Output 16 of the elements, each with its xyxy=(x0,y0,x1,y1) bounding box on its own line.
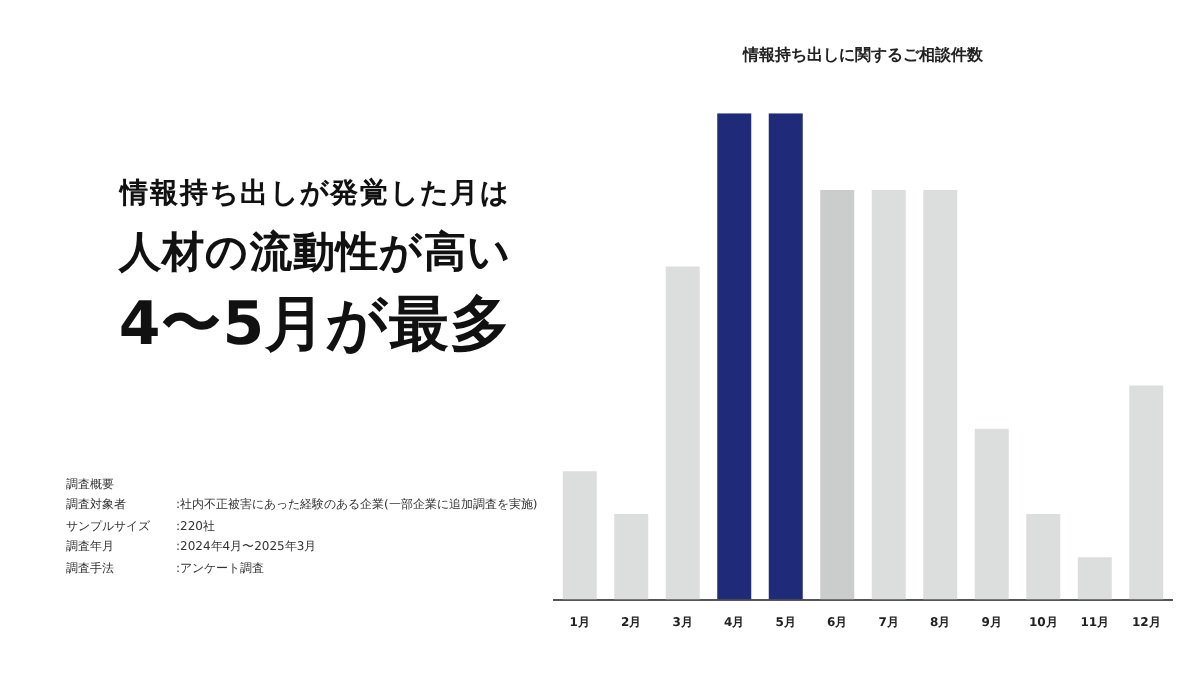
bar xyxy=(1026,513,1061,600)
bar xyxy=(768,113,803,600)
text: 人材の流動性が高い xyxy=(116,226,514,280)
bar xyxy=(974,428,1009,600)
bar xyxy=(665,266,700,600)
bar xyxy=(717,113,752,600)
bar xyxy=(1129,385,1164,600)
bar xyxy=(820,190,855,600)
text: 情報持ち出しが発覚した月は xyxy=(116,176,512,212)
bar xyxy=(1077,557,1112,600)
chart-title: 情報持ち出しに関するご相談件数 xyxy=(741,45,985,64)
bar xyxy=(614,513,649,600)
text: 4〜5月が最多 xyxy=(116,288,514,364)
bar xyxy=(923,190,958,600)
bar xyxy=(562,471,597,600)
bar xyxy=(871,190,906,600)
